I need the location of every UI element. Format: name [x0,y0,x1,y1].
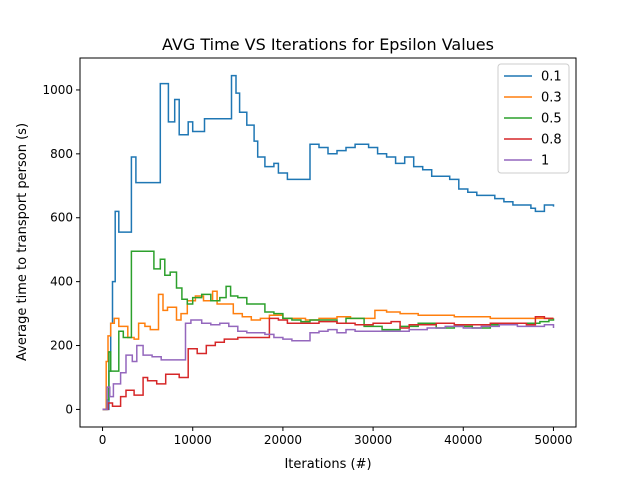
legend-label-3: 0.8 [541,133,562,148]
series-layer [102,74,555,411]
plot-background [80,58,576,427]
series-line-1 [102,290,554,411]
y-tick-label-2: 400 [50,275,73,289]
y-tick-label-1: 200 [50,339,73,353]
x-tick-label-5: 50000 [534,433,572,447]
x-tick-label-2: 20000 [264,433,302,447]
legend-label-4: 1 [541,154,549,169]
legend: 0.1 0.3 0.5 0.8 1 [497,63,570,174]
series-line-4 [102,319,555,411]
chart-title: AVG Time VS Iterations for Epsilon Value… [162,35,494,54]
series-line-3 [102,316,554,411]
legend-label-1: 0.3 [541,91,562,106]
plot-area [79,57,577,428]
x-tick-label-1: 10000 [174,433,212,447]
x-tick-label-3: 30000 [354,433,392,447]
y-tick-label-5: 1000 [42,83,73,97]
y-axis-label: Average time to transport person (s) [15,123,30,361]
y-tick-label-4: 800 [50,147,73,161]
legend-box [497,63,570,174]
plot-frame [79,57,577,428]
x-axis-label: Iterations (#) [284,457,371,472]
x-tick-label-4: 40000 [444,433,482,447]
legend-label-0: 0.1 [541,70,562,85]
x-tick-label-0: 0 [99,433,107,447]
y-tick-label-3: 600 [50,211,73,225]
series-line-0 [102,74,555,411]
x-axis: 0 10000 20000 30000 40000 50000 [99,427,573,447]
y-tick-label-0: 0 [65,402,73,416]
y-axis: 0 200 400 600 800 1000 [42,83,80,416]
legend-label-2: 0.5 [541,112,562,127]
legend-items: 0.1 0.3 0.5 0.8 1 [504,70,562,169]
